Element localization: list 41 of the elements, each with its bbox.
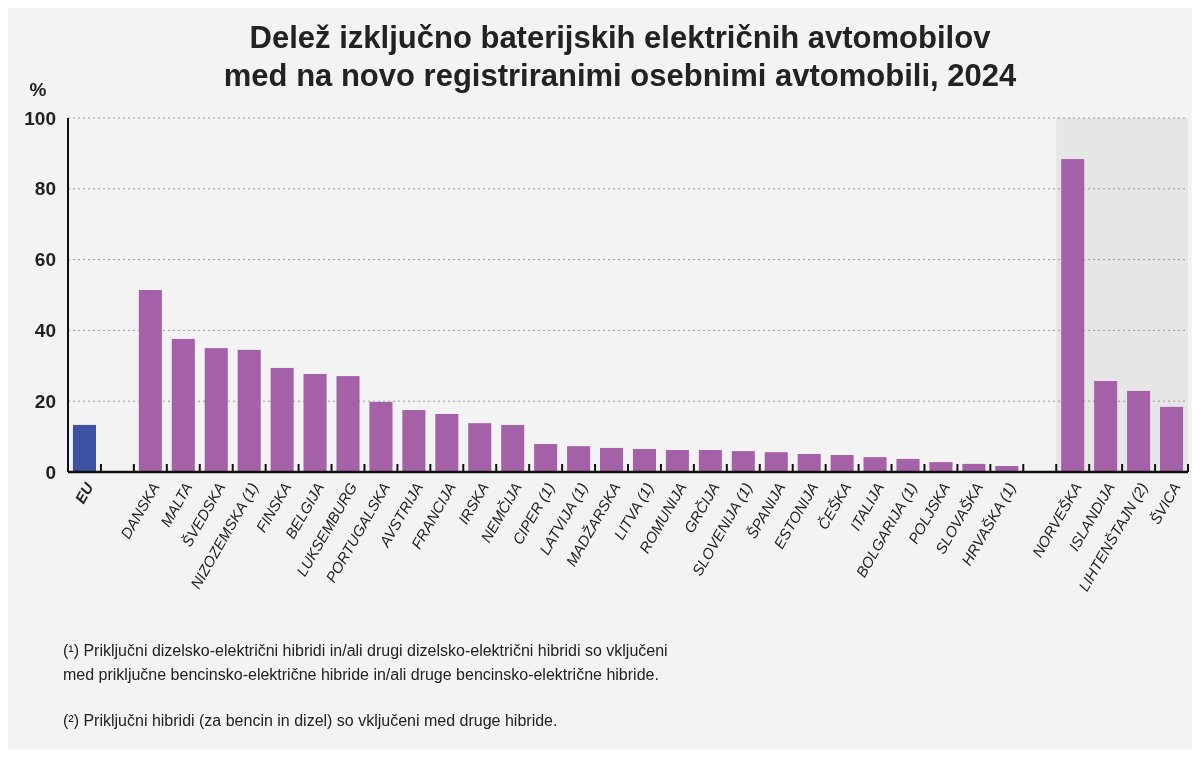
bar xyxy=(534,444,558,472)
bar xyxy=(369,401,393,472)
bar xyxy=(1061,159,1085,472)
bar xyxy=(863,457,887,472)
bar xyxy=(270,367,294,472)
bar xyxy=(929,462,953,472)
bar xyxy=(830,455,854,472)
bar xyxy=(1160,406,1184,472)
bar xyxy=(468,423,492,472)
bar xyxy=(567,446,591,472)
bar xyxy=(764,452,788,472)
text: (²) Priključni hibridi (za bencin in dizel) so vključeni med druge hibride. xyxy=(63,712,558,729)
bar xyxy=(731,451,755,472)
text: (¹) Priključni dizelsko-električni hibridi in/ali drugi dizelsko-električni hibridi so vključeni med priključne bencinsko-električne hibride in/ali druge bencinsko-električne hibride. xyxy=(63,642,668,683)
y-tick-label: 60 xyxy=(34,249,56,271)
bar xyxy=(896,458,920,472)
bar xyxy=(435,413,459,472)
y-axis-title: % xyxy=(29,79,47,100)
y-tick-label: 40 xyxy=(34,320,56,342)
bar xyxy=(204,348,228,472)
bar xyxy=(632,448,656,472)
y-tick-label: 80 xyxy=(34,178,56,200)
bar xyxy=(1127,390,1151,472)
bar xyxy=(501,424,525,472)
bar xyxy=(72,424,96,472)
bar xyxy=(402,410,426,472)
y-tick-label: 0 xyxy=(45,461,56,483)
bar xyxy=(336,376,360,472)
bar xyxy=(303,373,327,472)
bar xyxy=(797,453,821,472)
bar xyxy=(600,447,624,472)
bar xyxy=(237,349,261,472)
x-tick-label: EU xyxy=(71,478,98,507)
y-tick-label: 100 xyxy=(24,107,56,129)
bar xyxy=(138,290,162,472)
bar xyxy=(698,450,722,472)
y-tick-label: 20 xyxy=(34,390,56,412)
bar xyxy=(1094,381,1118,472)
chart-title: Delež izključno baterijskih električnih avtomobilov med na novo registriranimi osebnimi avtomobili, 2024 xyxy=(223,20,1017,93)
bar xyxy=(665,450,689,472)
bar xyxy=(171,338,195,472)
